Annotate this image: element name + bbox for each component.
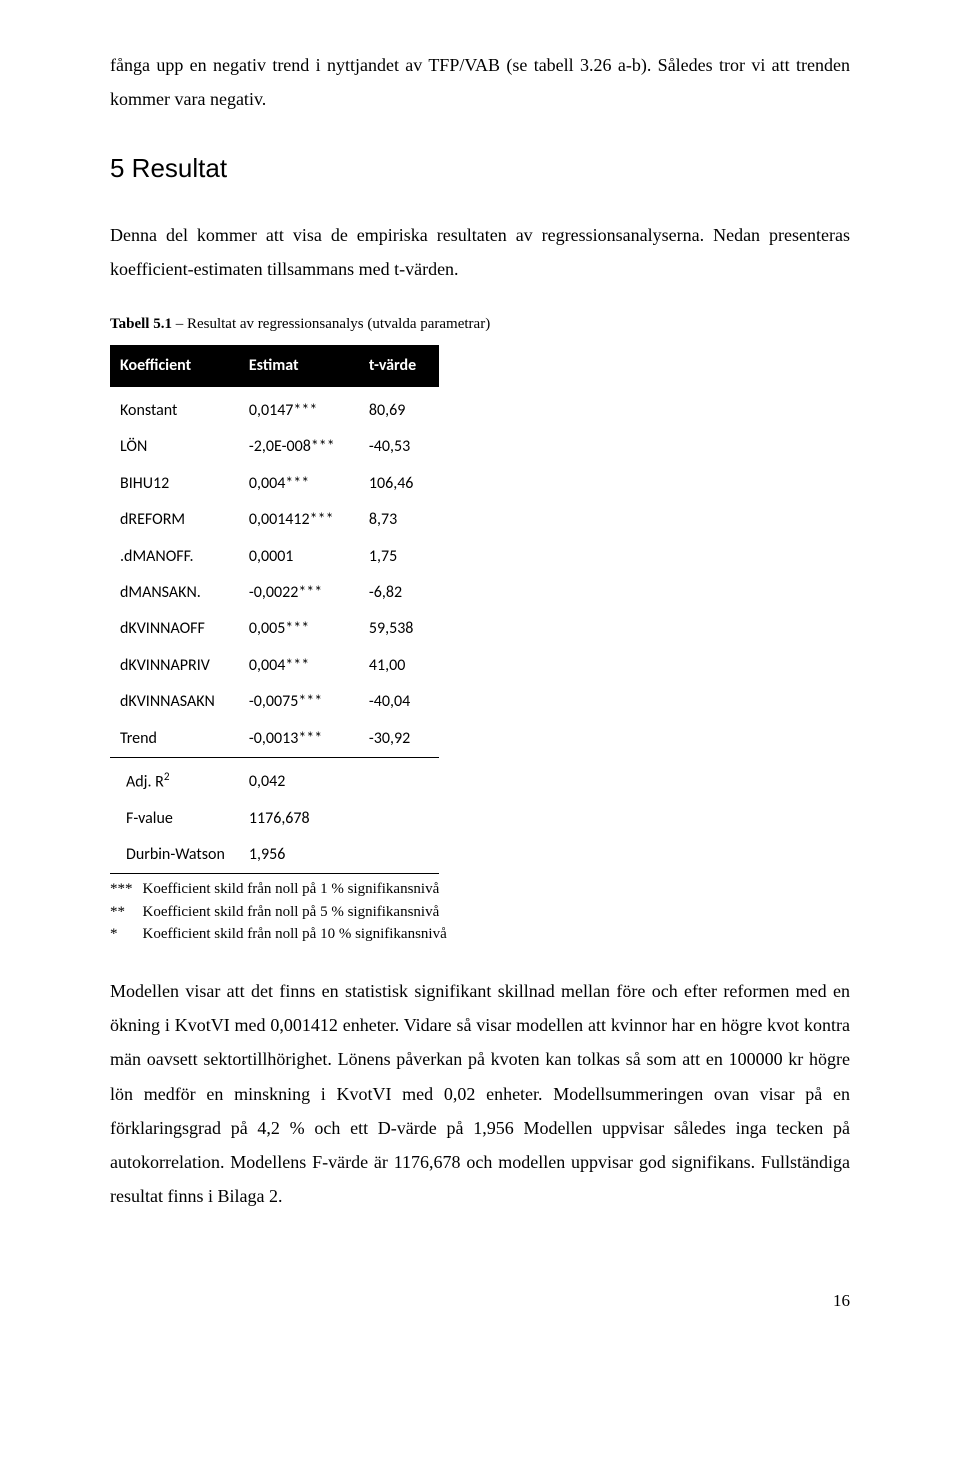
legend-stars: *** <box>110 878 143 901</box>
table-caption: Tabell 5.1 – Resultat av regressionsanal… <box>110 310 850 339</box>
table-row: dKVINNASAKN-0,0075***-40,04 <box>110 684 439 720</box>
cell-estimat: -0,0075*** <box>239 684 359 720</box>
table-caption-number: Tabell 5.1 <box>110 316 172 332</box>
cell-koefficient: LÖN <box>110 429 239 465</box>
cell-stat-name: F-value <box>110 801 239 837</box>
cell-estimat: 0,004*** <box>239 648 359 684</box>
cell-tvarde: -6,82 <box>359 575 439 611</box>
legend-text: Koefficient skild från noll på 5 % signi… <box>143 901 457 924</box>
cell-estimat: -0,0022*** <box>239 575 359 611</box>
table-row: LÖN-2,0E-008***-40,53 <box>110 429 439 465</box>
cell-koefficient: .dMANOFF. <box>110 539 239 575</box>
table-row: dREFORM0,001412***8,73 <box>110 502 439 538</box>
table-row: dMANSAKN.-0,0022***-6,82 <box>110 575 439 611</box>
cell-tvarde: -30,92 <box>359 721 439 758</box>
cell-tvarde: 80,69 <box>359 393 439 429</box>
table-header-row: Koefficient Estimat t-värde <box>110 345 439 387</box>
cell-stat-value: 0,042 <box>239 764 359 801</box>
th-tvarde: t-värde <box>359 345 439 387</box>
cell-tvarde: 41,00 <box>359 648 439 684</box>
discussion-paragraph: Modellen visar att det finns en statisti… <box>110 974 850 1213</box>
cell-estimat: -0,0013*** <box>239 721 359 758</box>
legend-stars: ** <box>110 901 143 924</box>
cell-tvarde: -40,04 <box>359 684 439 720</box>
table-row: dKVINNAPRIV0,004***41,00 <box>110 648 439 684</box>
cell-koefficient: dKVINNASAKN <box>110 684 239 720</box>
table-stat-row: Adj. R20,042 <box>110 764 439 801</box>
legend-row: **Koefficient skild från noll på 5 % sig… <box>110 901 457 924</box>
results-table: Koefficient Estimat t-värde Konstant0,01… <box>110 345 439 875</box>
cell-tvarde: -40,53 <box>359 429 439 465</box>
cell-koefficient: Trend <box>110 721 239 758</box>
table-row: BIHU120,004***106,46 <box>110 466 439 502</box>
th-estimat: Estimat <box>239 345 359 387</box>
section-intro-paragraph: Denna del kommer att visa de empiriska r… <box>110 218 850 286</box>
cell-tvarde: 1,75 <box>359 539 439 575</box>
legend-text: Koefficient skild från noll på 10 % sign… <box>143 923 457 946</box>
section-heading: 5 Resultat <box>110 144 850 193</box>
cell-stat-value: 1176,678 <box>239 801 359 837</box>
table-row: .dMANOFF.0,00011,75 <box>110 539 439 575</box>
cell-stat-name: Adj. R2 <box>110 764 239 801</box>
cell-estimat: -2,0E-008*** <box>239 429 359 465</box>
cell-stat-value: 1,956 <box>239 837 359 874</box>
legend-stars: * <box>110 923 143 946</box>
cell-estimat: 0,0001 <box>239 539 359 575</box>
table-stat-row: Durbin-Watson1,956 <box>110 837 439 874</box>
table-stat-row: F-value1176,678 <box>110 801 439 837</box>
cell-koefficient: dREFORM <box>110 502 239 538</box>
cell-koefficient: dMANSAKN. <box>110 575 239 611</box>
cell-tvarde: 106,46 <box>359 466 439 502</box>
cell-tvarde: 8,73 <box>359 502 439 538</box>
table-row: dKVINNAOFF0,005***59,538 <box>110 611 439 647</box>
cell-estimat: 0,004*** <box>239 466 359 502</box>
table-row: Trend-0,0013***-30,92 <box>110 721 439 758</box>
cell-estimat: 0,0147*** <box>239 393 359 429</box>
cell-koefficient: dKVINNAPRIV <box>110 648 239 684</box>
cell-koefficient: Konstant <box>110 393 239 429</box>
significance-legend: ***Koefficient skild från noll på 1 % si… <box>110 878 457 946</box>
cell-estimat: 0,005*** <box>239 611 359 647</box>
legend-row: ***Koefficient skild från noll på 1 % si… <box>110 878 457 901</box>
legend-row: *Koefficient skild från noll på 10 % sig… <box>110 923 457 946</box>
table-caption-text: – Resultat av regressionsanalys (utvalda… <box>172 316 490 332</box>
legend-text: Koefficient skild från noll på 1 % signi… <box>143 878 457 901</box>
page-number: 16 <box>110 1285 850 1317</box>
cell-stat-name: Durbin-Watson <box>110 837 239 874</box>
cell-koefficient: dKVINNAOFF <box>110 611 239 647</box>
intro-paragraph: fånga upp en negativ trend i nyttjandet … <box>110 48 850 116</box>
table-row: Konstant0,0147***80,69 <box>110 393 439 429</box>
cell-tvarde: 59,538 <box>359 611 439 647</box>
cell-estimat: 0,001412*** <box>239 502 359 538</box>
th-koefficient: Koefficient <box>110 345 239 387</box>
cell-koefficient: BIHU12 <box>110 466 239 502</box>
